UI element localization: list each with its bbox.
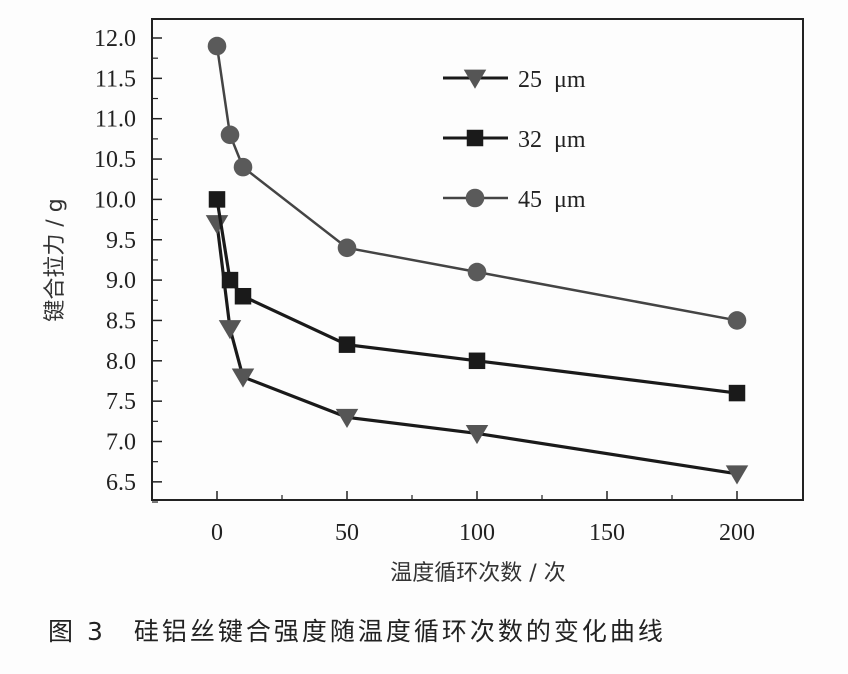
y-tick-label: 8.5: [106, 308, 136, 334]
circle-marker: [207, 36, 227, 56]
legend-item: 32 μm: [443, 127, 586, 153]
series-line: [215, 223, 738, 476]
figure-caption-text: 硅铝丝键合强度随温度循环次数的变化曲线: [133, 617, 666, 646]
triangle-down-marker: [725, 465, 749, 485]
figure-number: 图 3: [48, 617, 106, 646]
triangle-down-marker: [335, 408, 359, 428]
x-axis: 0 50 100 150 200: [211, 491, 755, 546]
circle-marker: [220, 125, 240, 145]
y-tick-label: 10.0: [94, 187, 136, 213]
y-axis-title: 键合拉力 / g: [43, 198, 68, 321]
triangle-down-marker: [463, 69, 487, 89]
series-32mum: [208, 191, 746, 402]
triangle-down-marker: [465, 424, 489, 445]
circle-marker: [467, 262, 487, 282]
y-tick-label: 10.5: [94, 147, 136, 173]
y-tick-label: 11.0: [95, 107, 136, 133]
y-tick-label: 6.5: [106, 470, 136, 496]
legend: 25 μm 32 μm 45 μm: [443, 67, 586, 213]
circle-marker: [727, 311, 747, 330]
triangle-down-marker: [205, 215, 229, 235]
square-marker: [468, 352, 486, 370]
y-tick-label: 7.5: [106, 389, 136, 415]
square-marker: [338, 336, 356, 353]
y-tick-label: 7.0: [106, 430, 136, 456]
legend-label: 32 μm: [518, 127, 586, 153]
x-tick-label: 150: [589, 520, 625, 546]
triangle-down-marker: [231, 368, 255, 388]
data-series: [205, 36, 749, 485]
x-axis-title: 温度循环次数 / 次: [390, 561, 565, 586]
x-tick-label: 50: [335, 520, 359, 546]
legend-label: 45 μm: [518, 187, 586, 213]
square-marker: [466, 129, 484, 147]
y-tick-label: 9.0: [106, 268, 136, 294]
x-tick-label: 200: [719, 520, 755, 546]
figure-caption: 图 3 硅铝丝键合强度随温度循环次数的变化曲线: [48, 612, 666, 648]
y-tick-label: 9.5: [106, 228, 136, 254]
y-axis: 6.5 7.0 7.5 8.0 8.5 9.0 9.5 10.0 10.5 11.0 11.5 12.…: [94, 26, 162, 503]
legend-item: 45 μm: [443, 187, 586, 213]
series-line: [215, 199, 738, 395]
series-line: [215, 45, 738, 322]
y-tick-label: 12.0: [94, 26, 136, 52]
y-tick-label: 8.0: [106, 349, 136, 375]
y-tick-label: 11.5: [95, 66, 136, 92]
square-marker: [728, 384, 746, 402]
circle-marker: [465, 188, 485, 208]
square-marker: [208, 191, 226, 208]
legend-item: 25 μm: [443, 67, 586, 93]
legend-label: 25 μm: [518, 67, 586, 93]
circle-marker: [337, 238, 357, 258]
circle-marker: [233, 157, 253, 177]
series-25mum: [205, 215, 749, 485]
triangle-down-marker: [218, 320, 242, 340]
square-marker: [234, 287, 252, 305]
x-tick-label: 0: [211, 520, 223, 546]
square-marker: [221, 271, 239, 289]
series-45mum: [207, 36, 747, 330]
x-tick-label: 100: [459, 520, 495, 546]
